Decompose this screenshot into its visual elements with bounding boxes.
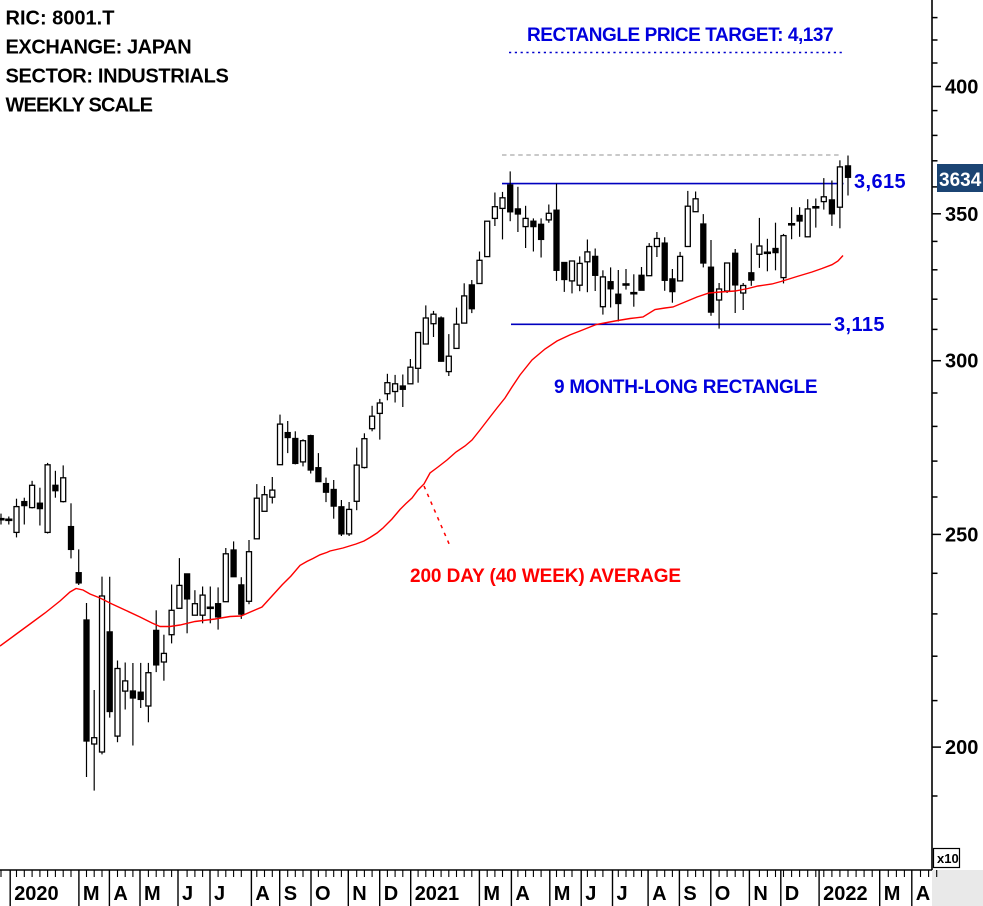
svg-text:3634: 3634 (939, 170, 982, 191)
svg-text:M: M (144, 883, 161, 905)
svg-text:3,115: 3,115 (834, 314, 885, 336)
svg-text:D: D (384, 883, 398, 905)
svg-text:2020: 2020 (14, 883, 59, 905)
svg-text:J: J (585, 883, 596, 905)
svg-text:WEEKLY SCALE: WEEKLY SCALE (6, 95, 153, 117)
svg-text:SECTOR: INDUSTRIALS: SECTOR: INDUSTRIALS (6, 66, 229, 88)
svg-text:J: J (617, 883, 628, 905)
svg-text:S: S (683, 883, 696, 905)
svg-text:N: N (352, 883, 366, 905)
svg-text:A: A (515, 883, 529, 905)
svg-text:J: J (214, 883, 225, 905)
svg-text:200: 200 (945, 737, 978, 759)
svg-text:D: D (785, 883, 799, 905)
svg-text:A: A (255, 883, 269, 905)
svg-text:O: O (715, 883, 731, 905)
svg-text:350: 350 (945, 204, 978, 226)
svg-text:M: M (83, 883, 100, 905)
svg-text:RECTANGLE PRICE TARGET: 4,137: RECTANGLE PRICE TARGET: 4,137 (527, 25, 833, 46)
svg-text:J: J (182, 883, 193, 905)
svg-text:M: M (554, 883, 571, 905)
svg-text:A: A (652, 883, 666, 905)
svg-text:S: S (284, 883, 297, 905)
svg-text:A: A (916, 883, 930, 905)
svg-text:200 DAY (40 WEEK) AVERAGE: 200 DAY (40 WEEK) AVERAGE (410, 566, 681, 587)
svg-text:O: O (315, 883, 331, 905)
svg-text:2022: 2022 (823, 883, 868, 905)
svg-text:2021: 2021 (415, 883, 460, 905)
svg-text:EXCHANGE: JAPAN: EXCHANGE: JAPAN (6, 37, 192, 59)
svg-text:400: 400 (945, 77, 978, 99)
svg-text:M: M (483, 883, 500, 905)
svg-text:N: N (753, 883, 767, 905)
svg-text:9 MONTH-LONG RECTANGLE: 9 MONTH-LONG RECTANGLE (554, 377, 817, 398)
svg-text:M: M (884, 883, 901, 905)
svg-text:x10: x10 (937, 851, 959, 866)
svg-text:300: 300 (945, 351, 978, 373)
svg-text:3,615: 3,615 (854, 171, 906, 193)
svg-text:A: A (113, 883, 127, 905)
svg-text:RIC: 8001.T: RIC: 8001.T (6, 8, 115, 30)
svg-text:250: 250 (945, 524, 978, 546)
